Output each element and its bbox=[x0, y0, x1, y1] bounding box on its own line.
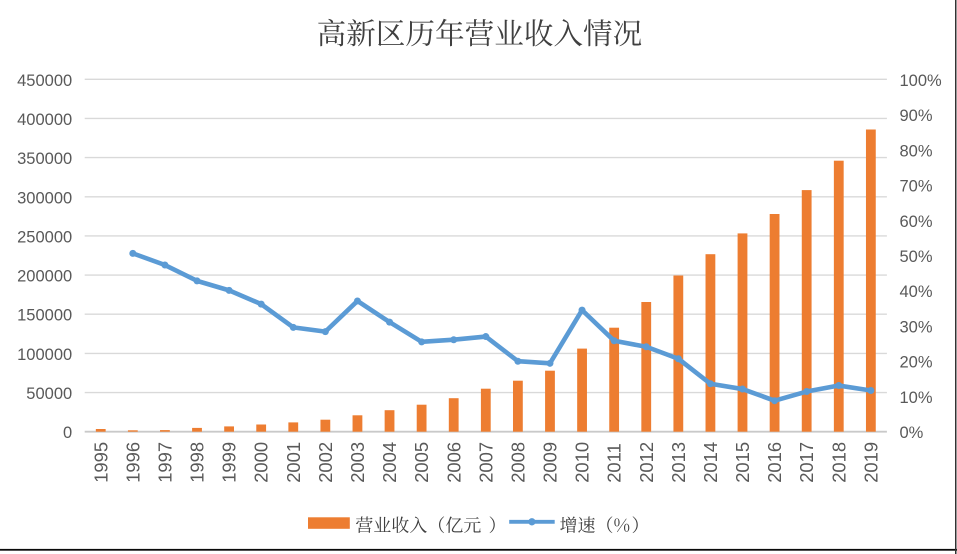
svg-text:2003: 2003 bbox=[347, 442, 368, 483]
svg-text:20%: 20% bbox=[900, 354, 933, 372]
svg-text:10%: 10% bbox=[900, 389, 933, 407]
svg-text:400000: 400000 bbox=[17, 111, 72, 129]
svg-text:200000: 200000 bbox=[17, 268, 72, 286]
svg-text:350000: 350000 bbox=[17, 150, 72, 168]
svg-text:60%: 60% bbox=[900, 213, 933, 231]
svg-text:2017: 2017 bbox=[796, 442, 817, 483]
svg-text:300000: 300000 bbox=[17, 189, 72, 207]
svg-text:2014: 2014 bbox=[700, 442, 721, 483]
svg-text:2015: 2015 bbox=[732, 442, 753, 483]
svg-text:100%: 100% bbox=[900, 72, 943, 90]
svg-text:450000: 450000 bbox=[17, 72, 72, 90]
svg-text:0: 0 bbox=[63, 424, 72, 442]
svg-text:90%: 90% bbox=[900, 107, 933, 125]
svg-text:250000: 250000 bbox=[17, 228, 72, 246]
svg-text:2008: 2008 bbox=[507, 442, 528, 483]
svg-text:2000: 2000 bbox=[251, 442, 272, 483]
svg-text:100000: 100000 bbox=[17, 346, 72, 364]
svg-text:0%: 0% bbox=[900, 424, 924, 442]
svg-text:2004: 2004 bbox=[379, 442, 400, 483]
svg-text:150000: 150000 bbox=[17, 307, 72, 325]
svg-text:2012: 2012 bbox=[636, 442, 657, 483]
svg-text:1996: 1996 bbox=[122, 442, 143, 483]
svg-text:2001: 2001 bbox=[283, 442, 304, 483]
svg-text:2007: 2007 bbox=[475, 442, 496, 483]
svg-text:2006: 2006 bbox=[443, 442, 464, 483]
svg-text:2016: 2016 bbox=[764, 442, 785, 483]
svg-text:50000: 50000 bbox=[26, 385, 72, 403]
svg-text:2018: 2018 bbox=[828, 442, 849, 483]
svg-text:1999: 1999 bbox=[219, 442, 240, 483]
svg-text:30%: 30% bbox=[900, 318, 933, 336]
svg-text:70%: 70% bbox=[900, 178, 933, 196]
svg-text:2013: 2013 bbox=[668, 442, 689, 483]
svg-text:2009: 2009 bbox=[540, 442, 561, 483]
svg-text:2019: 2019 bbox=[860, 442, 881, 483]
svg-text:2011: 2011 bbox=[604, 443, 625, 483]
svg-text:80%: 80% bbox=[900, 142, 933, 160]
svg-text:2002: 2002 bbox=[315, 442, 336, 483]
svg-text:40%: 40% bbox=[900, 283, 933, 301]
svg-text:2005: 2005 bbox=[411, 442, 432, 483]
svg-text:1995: 1995 bbox=[90, 442, 111, 483]
svg-text:50%: 50% bbox=[900, 248, 933, 266]
svg-text:1997: 1997 bbox=[154, 442, 175, 483]
svg-text:2010: 2010 bbox=[572, 442, 593, 483]
svg-text:1998: 1998 bbox=[187, 442, 208, 483]
